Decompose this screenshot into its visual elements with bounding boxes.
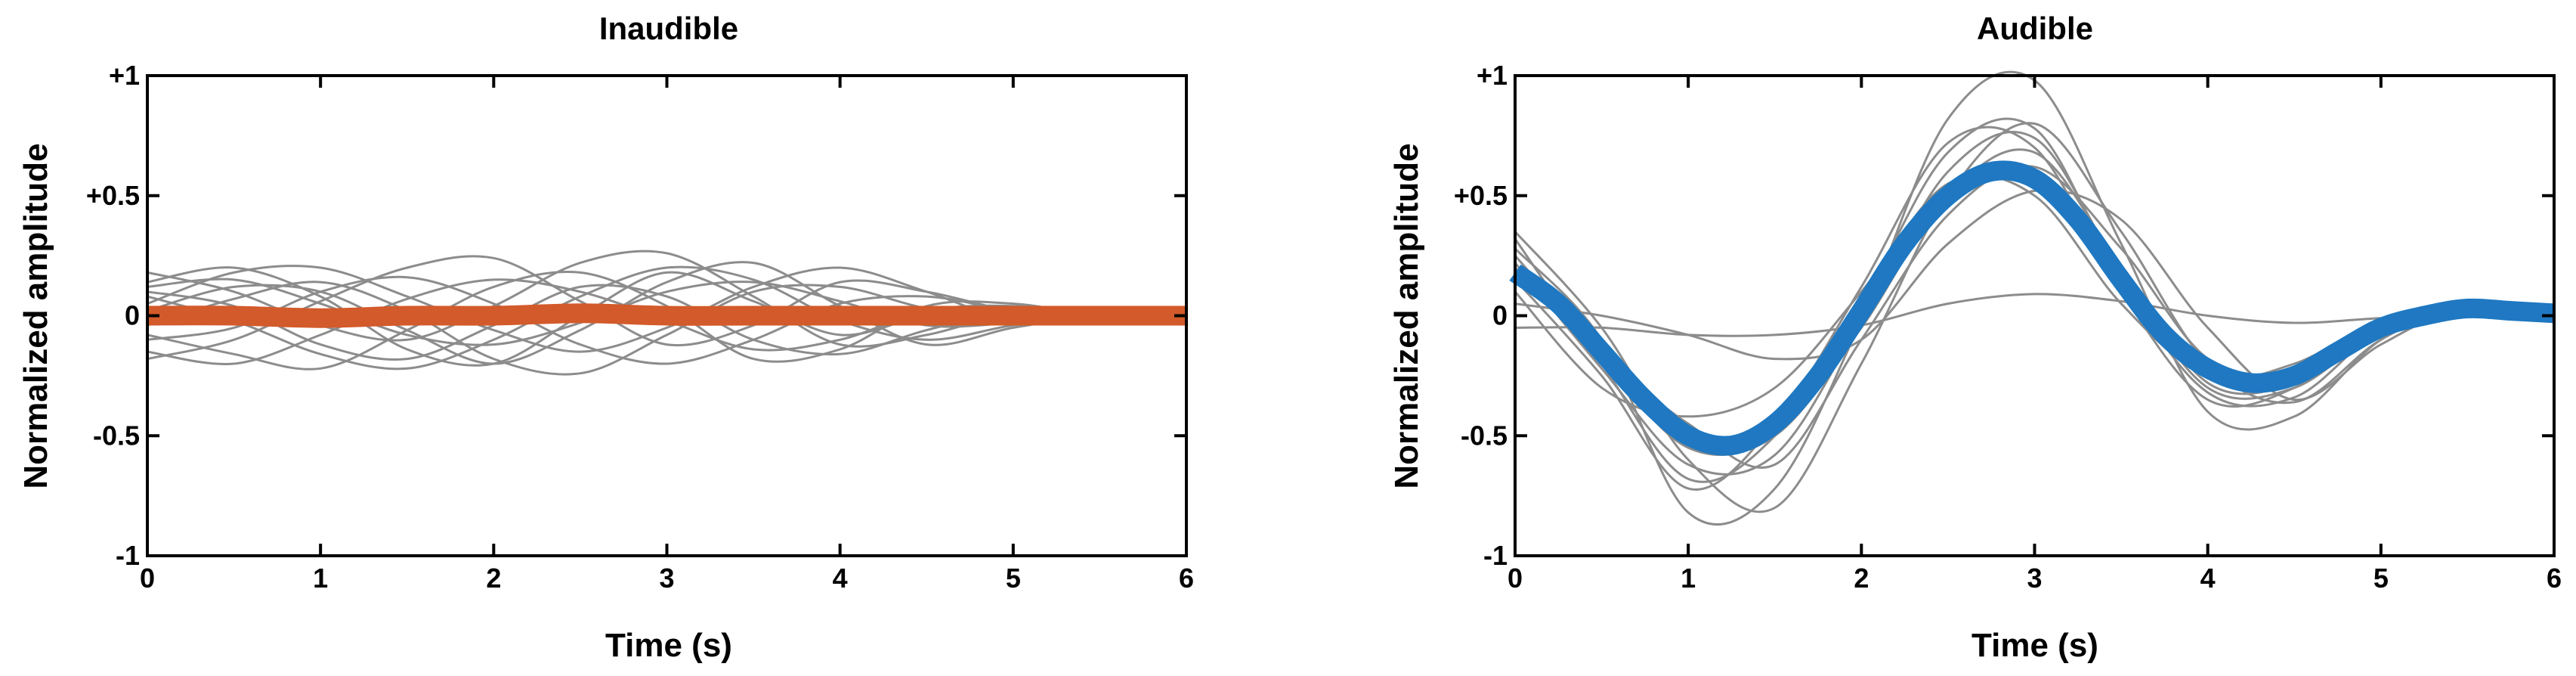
trace-group <box>1514 70 2555 526</box>
y-tick-label: +0.5 <box>1454 180 1508 211</box>
chart-title: Inaudible <box>599 11 738 46</box>
mean-line <box>1509 160 2555 456</box>
x-tick-label: 1 <box>313 563 328 594</box>
y-tick-label: -1 <box>116 540 140 571</box>
x-tick-label: 6 <box>2547 563 2562 594</box>
chart-title: Audible <box>1977 11 2093 46</box>
mean-group <box>1509 160 2555 456</box>
x-axis-label: Time (s) <box>1971 627 2098 664</box>
y-axis-label: Normalized amplitude <box>17 143 54 488</box>
trace-line-6 <box>1514 122 2555 513</box>
x-tick-label: 1 <box>1681 563 1696 594</box>
y-tick-label: -1 <box>1483 540 1508 571</box>
plot-frame <box>1514 74 2556 557</box>
x-tick-label: 3 <box>659 563 674 594</box>
y-tick-label: -0.5 <box>1461 420 1508 451</box>
x-tick-label: 2 <box>486 563 501 594</box>
x-tick-label: 0 <box>1508 563 1523 594</box>
x-tick-label: 3 <box>2027 563 2042 594</box>
x-tick-label: 0 <box>140 563 155 594</box>
y-tick-label: +1 <box>109 60 140 91</box>
trace-line-10 <box>147 261 1187 365</box>
audible-panel: Audible Normalized amplitude Time (s) 0 1… <box>1388 11 2562 664</box>
y-tick-label: +1 <box>1477 60 1508 91</box>
x-tick-label: 4 <box>833 563 848 594</box>
tick-group: 0 1 2 3 4 5 6 -1 -0.5 0 +0.5 +1 <box>1454 60 2562 594</box>
plot-frame <box>146 74 1188 557</box>
x-tick-label: 5 <box>1006 563 1021 594</box>
x-tick-label: 5 <box>2373 563 2389 594</box>
x-tick-label: 2 <box>1854 563 1869 594</box>
trace-line-3 <box>1514 70 2555 526</box>
mean-line <box>147 303 1186 328</box>
x-axis-label: Time (s) <box>605 627 732 664</box>
y-tick-label: 0 <box>1492 300 1508 331</box>
y-tick-label: -0.5 <box>93 420 140 451</box>
trace-line-2 <box>1514 174 2555 418</box>
inaudible-panel: Inaudible Normalized amplitude Time (s) … <box>17 11 1194 664</box>
x-tick-label: 4 <box>2200 563 2216 594</box>
x-tick-label: 6 <box>1179 563 1194 594</box>
mean-group <box>147 303 1186 328</box>
y-tick-label: 0 <box>125 300 140 331</box>
y-tick-label: +0.5 <box>86 180 140 211</box>
y-axis-label: Normalized amplitude <box>1388 143 1425 488</box>
